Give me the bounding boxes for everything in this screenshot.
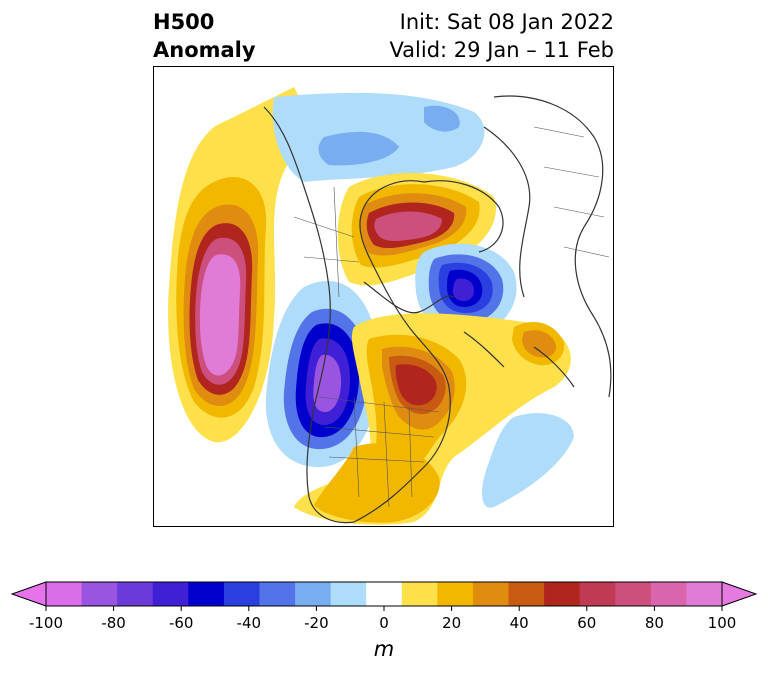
anomaly-map [168,87,612,525]
chart-title: H500 Anomaly [153,8,256,64]
colorbar-tick-label: -80 [101,614,126,632]
colorbar-under-triangle [10,581,47,607]
colorbar-swatch [366,582,403,606]
colorbar-swatch [152,582,189,606]
init-date: Init: Sat 08 Jan 2022 [399,10,614,34]
map-panel [153,66,614,527]
colorbar-swatch [223,582,260,606]
political-borders [293,126,610,508]
colorbar-swatch [544,582,581,606]
colorbar-swatch [117,582,154,606]
colorbar-swatch [330,582,367,606]
coastlines [263,95,612,524]
colorbar-tick-label: 60 [577,614,596,632]
colorbar-tick-label: -60 [169,614,194,632]
atlantic-trough-anomaly [482,413,574,508]
colorbar-swatch [472,582,510,606]
date-info: Init: Sat 08 Jan 2022 Valid: 29 Jan – 11… [389,8,614,64]
greenland-ridge-anomaly [337,173,496,286]
colorbar-tick-label: -20 [304,614,329,632]
colorbar-swatch [579,582,616,606]
title-line-2: Anomaly [153,38,256,62]
colorbar-swatch [81,582,118,606]
colorbar-swatch [188,582,225,606]
colorbar-tick-label: -100 [29,614,63,632]
colorbar-tick-label: 100 [708,614,737,632]
arctic-low-anomaly [415,243,517,336]
colorbar-swatch [401,582,438,606]
colorbar-swatch [437,582,474,606]
colorbar-swatch [259,582,296,606]
colorbar-swatch [508,582,545,606]
colorbar-unit-label: m [374,637,394,661]
colorbar-tick-label: 40 [510,614,529,632]
colorbar-tick-label: -40 [237,614,262,632]
colorbar-swatch [615,582,652,606]
western-trough-anomaly [265,280,380,467]
northern-negative-anomaly [272,92,485,182]
colorbar-graphic: -100 -80 -60 -40 -20 0 20 40 60 80 100 m [10,581,758,661]
valid-date: Valid: 29 Jan – 11 Feb [389,38,614,62]
colorbar-tick-label: 0 [379,614,389,632]
colorbar-swatch [295,582,332,606]
colorbar-swatch [686,582,723,606]
colorbar-over-triangle [721,581,758,607]
southern-us-anomaly [314,443,440,523]
colorbar-tick-label: 20 [442,614,461,632]
colorbar-swatch [46,582,83,606]
title-line-1: H500 [153,10,215,34]
colorbar: -100 -80 -60 -40 -20 0 20 40 60 80 100 m [0,570,768,670]
pacific-ridge-anomaly [168,112,293,443]
colorbar-swatch [650,582,687,606]
colorbar-tick-label: 80 [645,614,664,632]
